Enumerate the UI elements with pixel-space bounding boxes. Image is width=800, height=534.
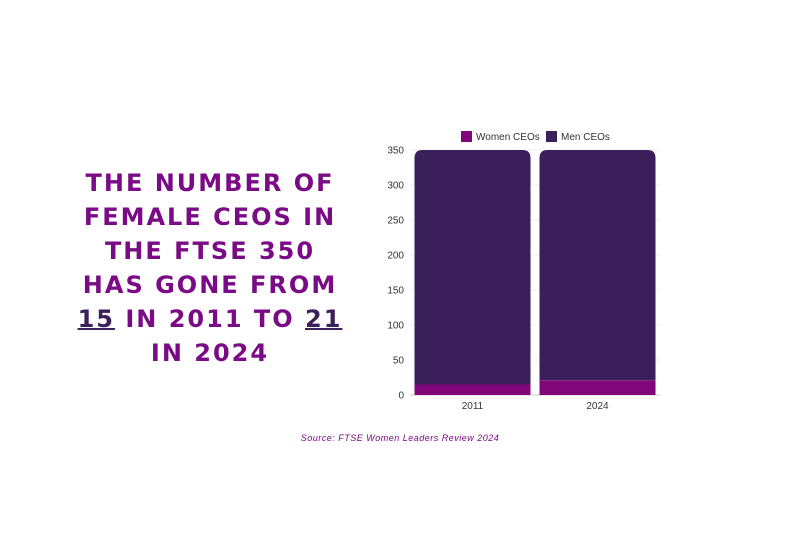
headline-number-2011: 15 <box>77 305 115 333</box>
bar-women-ceos-2024 <box>539 380 656 395</box>
headline-number-2024: 21 <box>305 305 343 333</box>
legend-label: Men CEOs <box>561 132 610 143</box>
y-tick-label: 300 <box>387 181 404 192</box>
y-tick-label: 150 <box>387 286 404 297</box>
x-tick-label: 2024 <box>586 401 609 412</box>
y-tick-label: 50 <box>393 356 405 367</box>
y-tick-label: 350 <box>387 146 404 157</box>
stacked-bar-chart: 0 50 100 150 200 250 300 350 Women CEOs Men CEOs 2… <box>387 131 660 412</box>
legend-swatch <box>461 131 472 142</box>
bar-women-ceos-2011 <box>414 384 531 395</box>
legend-swatch <box>546 131 557 142</box>
y-tick-label: 250 <box>387 216 404 227</box>
headline-text-2: in 2011 to <box>125 305 295 333</box>
y-tick-label: 100 <box>387 321 404 332</box>
headline-text-3: in 2024 <box>150 339 270 367</box>
headline-text-1: The number of female CEOs in the FTSE 35… <box>82 169 338 299</box>
source-note: Source: FTSE Women Leaders Review 2024 <box>300 433 500 443</box>
headline: The number of female CEOs in the FTSE 35… <box>70 166 350 370</box>
bar-men-ceos-2024 <box>539 150 656 381</box>
legend-label: Women CEOs <box>476 132 540 143</box>
y-tick-label: 200 <box>387 251 404 262</box>
bar-men-ceos-2011 <box>414 150 531 385</box>
x-tick-label: 2011 <box>462 401 484 412</box>
y-tick-label: 0 <box>398 391 404 402</box>
